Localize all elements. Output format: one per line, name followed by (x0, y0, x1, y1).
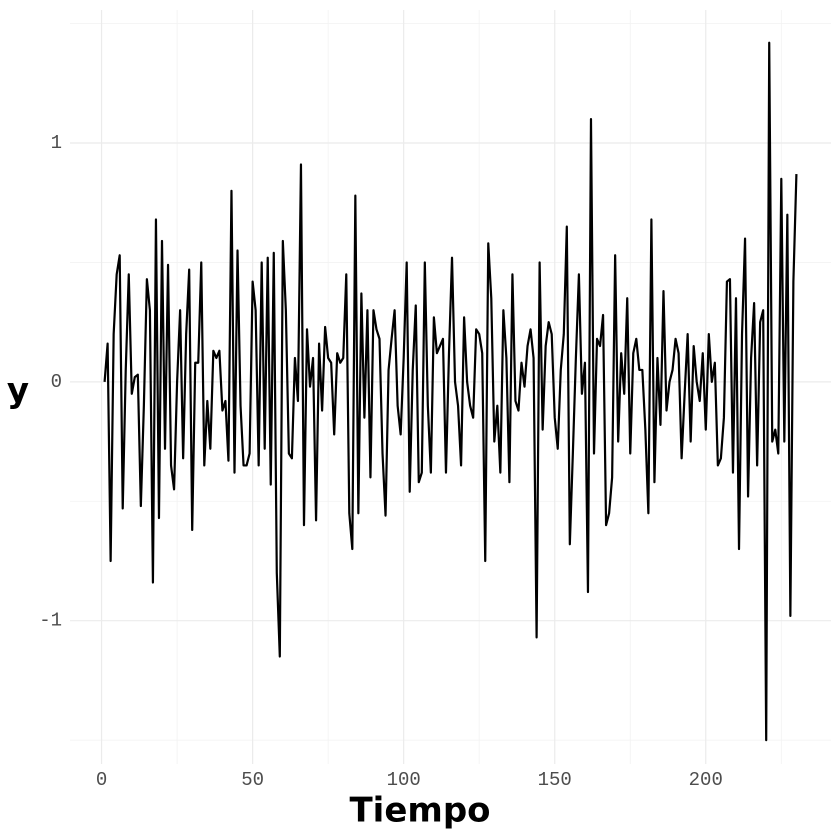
x-tick-label: 50 (241, 769, 264, 791)
x-tick-label: 100 (387, 769, 421, 791)
x-tick-label: 0 (96, 769, 107, 791)
y-tick-label: 0 (51, 371, 62, 393)
line-series (103, 41, 798, 742)
y-tick-label: 1 (51, 132, 62, 154)
x-axis-title: Tiempo (349, 791, 490, 831)
y-tick-label: -1 (39, 610, 62, 632)
x-tick-label: 200 (689, 769, 723, 791)
y-axis-title: y (7, 371, 29, 411)
x-tick-label: 150 (538, 769, 572, 791)
